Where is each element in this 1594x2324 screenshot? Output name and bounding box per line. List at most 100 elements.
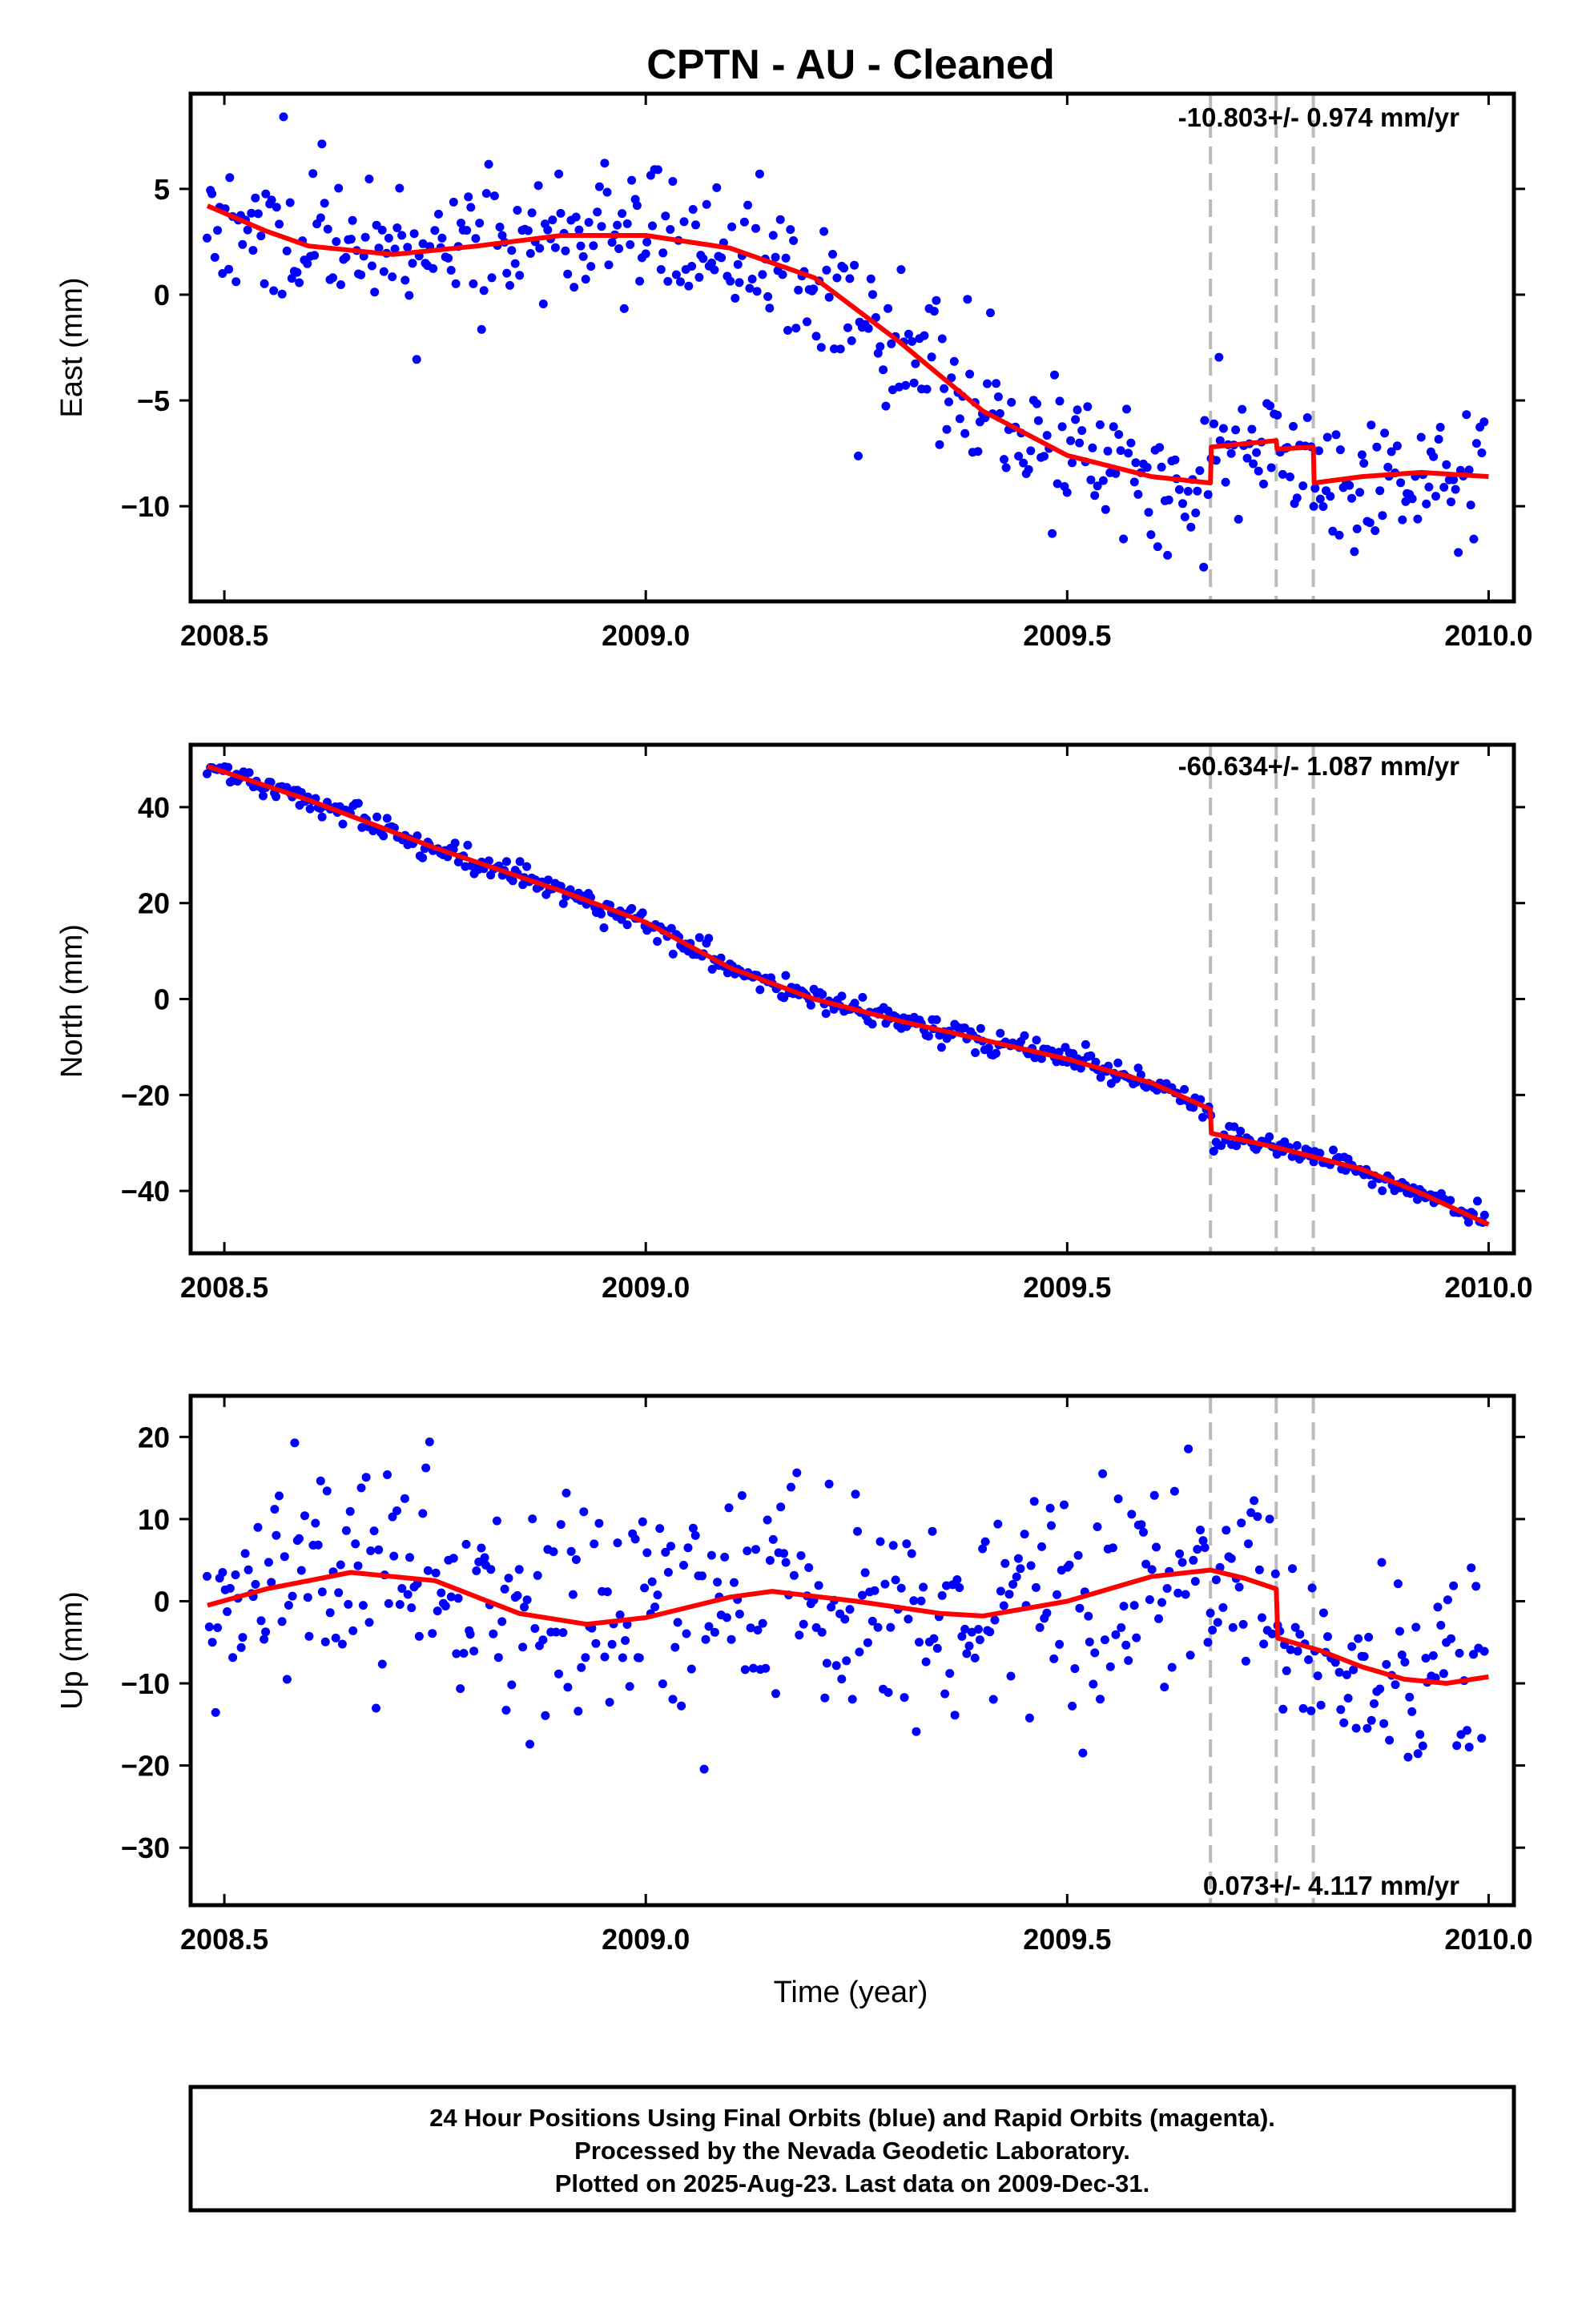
east-data-point bbox=[819, 227, 829, 236]
up-data-point bbox=[1042, 1608, 1052, 1618]
north-data-point bbox=[597, 909, 606, 919]
east-data-point bbox=[873, 348, 883, 358]
east-data-point bbox=[1392, 441, 1402, 451]
east-data-point bbox=[336, 280, 345, 289]
east-data-point bbox=[1309, 501, 1318, 511]
up-data-point bbox=[967, 1627, 976, 1637]
up-data-point bbox=[907, 1549, 916, 1558]
footer-line-1: 24 Hour Positions Using Final Orbits (bl… bbox=[429, 2104, 1275, 2132]
up-data-point bbox=[1246, 1508, 1256, 1518]
north-data-point bbox=[544, 875, 553, 885]
east-data-point bbox=[489, 191, 499, 201]
up-data-point bbox=[507, 1680, 517, 1690]
east-data-point bbox=[666, 225, 675, 234]
east-data-point bbox=[260, 279, 269, 288]
east-data-point bbox=[955, 414, 964, 424]
east-data-point bbox=[430, 226, 440, 235]
east-data-point bbox=[1396, 478, 1406, 488]
up-data-point bbox=[771, 1689, 780, 1699]
north-data-point bbox=[971, 1048, 980, 1057]
east-data-point bbox=[1422, 499, 1431, 509]
east-data-point bbox=[691, 220, 700, 230]
east-data-point bbox=[863, 324, 873, 333]
up-data-point bbox=[1108, 1543, 1117, 1553]
up-data-point bbox=[574, 1707, 583, 1716]
up-data-point bbox=[682, 1629, 691, 1638]
up-ytick-label: 0 bbox=[154, 1585, 170, 1618]
up-data-point bbox=[590, 1539, 599, 1549]
up-data-point bbox=[418, 1509, 428, 1518]
north-data-point bbox=[558, 899, 568, 908]
up-data-point bbox=[1078, 1748, 1088, 1758]
east-data-point bbox=[538, 300, 548, 308]
east-data-point bbox=[1032, 399, 1041, 408]
east-data-point bbox=[556, 208, 566, 218]
east-data-point bbox=[960, 428, 970, 438]
up-data-point bbox=[653, 1590, 662, 1600]
up-data-point bbox=[666, 1542, 675, 1551]
east-data-point bbox=[392, 223, 402, 232]
east-data-point bbox=[937, 334, 947, 344]
east-data-point bbox=[251, 193, 260, 203]
north-data-point bbox=[1037, 1054, 1046, 1063]
east-data-point bbox=[1375, 486, 1385, 496]
east-data-point bbox=[816, 343, 826, 352]
east-data-point bbox=[942, 424, 952, 434]
up-data-point bbox=[1208, 1626, 1218, 1634]
east-data-point bbox=[1119, 534, 1129, 544]
up-data-point bbox=[912, 1727, 921, 1736]
north-data-point bbox=[1113, 1058, 1123, 1068]
up-data-point bbox=[761, 1663, 771, 1673]
east-data-point bbox=[285, 198, 295, 207]
up-data-point bbox=[686, 1664, 696, 1674]
up-data-point bbox=[568, 1590, 578, 1599]
up-data-point bbox=[796, 1551, 806, 1560]
east-data-point bbox=[832, 273, 842, 283]
up-data-point bbox=[642, 1548, 652, 1558]
up-data-point bbox=[431, 1568, 441, 1578]
east-data-point bbox=[1163, 550, 1173, 560]
east-data-point bbox=[1000, 455, 1008, 464]
up-data-point bbox=[1336, 1705, 1346, 1715]
east-rate-label: -10.803+/- 0.974 mm/yr bbox=[1178, 103, 1459, 132]
up-data-point bbox=[1267, 1629, 1277, 1638]
up-data-point bbox=[615, 1610, 625, 1619]
up-data-point bbox=[1185, 1651, 1195, 1660]
east-data-point bbox=[911, 359, 920, 368]
east-data-point bbox=[584, 218, 594, 227]
east-data-point bbox=[929, 307, 939, 316]
up-data-point bbox=[1370, 1699, 1379, 1708]
up-data-point bbox=[928, 1526, 937, 1536]
east-fit-line bbox=[206, 203, 1489, 486]
up-data-point bbox=[407, 1603, 417, 1613]
north-data-point bbox=[781, 971, 791, 980]
up-data-point bbox=[1189, 1555, 1198, 1565]
up-data-point bbox=[520, 1602, 529, 1612]
east-data-point bbox=[768, 231, 778, 240]
up-data-point bbox=[300, 1511, 309, 1521]
east-data-point bbox=[850, 260, 859, 270]
east-data-point bbox=[1095, 420, 1105, 429]
north-data-point bbox=[806, 1000, 815, 1010]
north-data-point bbox=[305, 804, 315, 814]
up-data-point bbox=[530, 1624, 540, 1633]
up-points bbox=[203, 1437, 1489, 1774]
east-data-point bbox=[1249, 459, 1258, 468]
up-data-point bbox=[789, 1570, 799, 1580]
north-data-point bbox=[508, 876, 517, 886]
east-data-point bbox=[1075, 438, 1085, 448]
up-xtick-label: 2009.0 bbox=[602, 1923, 690, 1956]
north-data-point bbox=[818, 990, 827, 999]
north-data-point bbox=[653, 937, 662, 946]
up-rate-label: 0.073+/- 4.117 mm/yr bbox=[1203, 1871, 1459, 1900]
up-data-point bbox=[1415, 1730, 1425, 1739]
east-data-point bbox=[323, 224, 332, 234]
up-data-point bbox=[1258, 1613, 1266, 1622]
up-data-point bbox=[551, 1627, 561, 1637]
up-data-point bbox=[1282, 1666, 1291, 1675]
up-data-point bbox=[630, 1534, 640, 1544]
east-data-point bbox=[1314, 446, 1323, 456]
north-data-point bbox=[976, 1023, 985, 1033]
east-data-point bbox=[1126, 438, 1136, 448]
